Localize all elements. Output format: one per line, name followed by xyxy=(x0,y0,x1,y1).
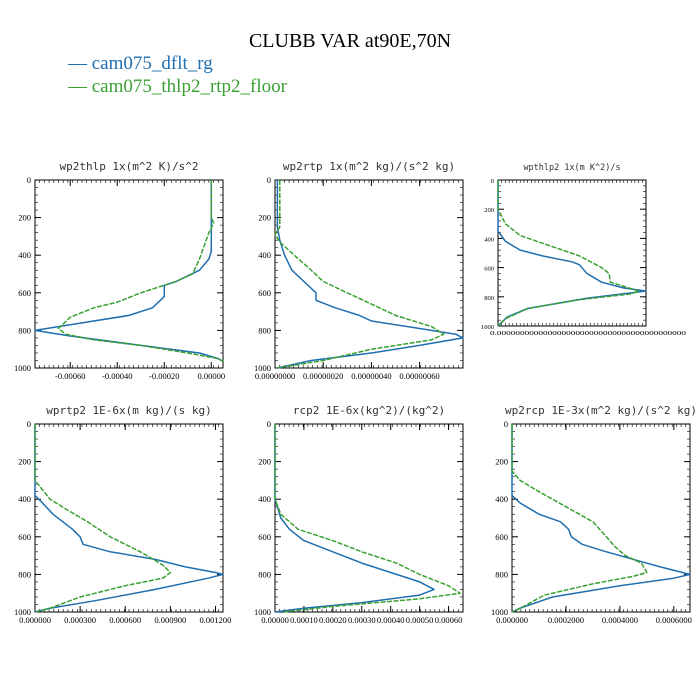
y-tick-label: 0 xyxy=(267,419,271,429)
y-tick-label: 0 xyxy=(504,419,508,429)
x-tick-label: 0.00020 xyxy=(319,615,347,625)
x-tick-label: 0.0004000 xyxy=(602,615,638,625)
y-tick-label: 200 xyxy=(495,457,508,467)
y-tick-label: 0 xyxy=(491,178,494,185)
y-tick-label: 200 xyxy=(484,207,494,214)
chart-panel-2: wp2rtp 1x(m^2 kg)/(s^2 kg) 0 200 400 600 800 1… xyxy=(254,160,464,381)
plot-frame xyxy=(511,423,691,613)
chart-panel-6: wp2rcp 1E-3x(m^2 kg)/(s^2 kg) 0 200 400 600 8… xyxy=(491,404,697,625)
y-tick-label: 600 xyxy=(18,532,31,542)
x-tick-label: 0.0002000 xyxy=(548,615,584,625)
y-tick-label: 800 xyxy=(18,325,31,335)
series-line-thlp2-floor xyxy=(497,180,640,327)
plot-frame xyxy=(34,179,224,369)
chart-title: wp2rcp 1E-3x(m^2 kg)/(s^2 kg) xyxy=(505,404,697,417)
x-tick-label: 0.00000060 xyxy=(399,371,439,381)
chart-panel-3: wpthlp2 1x(m K^2)/s 0 200 400 600 800 10000.00… xyxy=(481,163,686,337)
legend-label: cam075_dflt_rg xyxy=(91,53,213,74)
x-tick-label: 0.000300 xyxy=(64,615,96,625)
y-tick-label: 0 xyxy=(27,419,31,429)
x-tick-label: 0.001200 xyxy=(200,615,232,625)
x-tick-label: 0.0006000 xyxy=(656,615,692,625)
y-tick-label: 800 xyxy=(18,569,31,579)
x-tick-label: 0.000600 xyxy=(109,615,141,625)
chart-title: rcp2 1E-6x(kg^2)/(kg^2) xyxy=(293,404,445,417)
series-line-dflt-rg xyxy=(274,424,435,613)
x-tick-label: 0.000900 xyxy=(154,615,186,625)
x-axis-value-label: 0.00000000000000000000000000000000000000… xyxy=(490,331,686,337)
series-line-dflt-rg xyxy=(511,424,691,613)
y-tick-label: 0 xyxy=(267,175,271,185)
chart-title: wp2rtp 1x(m^2 kg)/(s^2 kg) xyxy=(283,160,455,173)
y-tick-label: 1000 xyxy=(481,324,494,331)
y-tick-label: 1000 xyxy=(14,363,31,373)
x-tick-label: 0.00000000 xyxy=(255,371,295,381)
y-tick-label: 0 xyxy=(27,175,31,185)
series-line-dflt-rg xyxy=(497,180,647,327)
x-tick-label: 0.00030 xyxy=(348,615,376,625)
y-tick-label: 400 xyxy=(495,494,508,504)
y-tick-label: 800 xyxy=(258,325,271,335)
series-line-dflt-rg xyxy=(34,424,224,613)
y-tick-label: 200 xyxy=(258,457,271,467)
legend: — cam075_dflt_rg — cam075_thlp2_rtp2_flo… xyxy=(68,52,287,98)
chart-title: wp2thlp 1x(m^2 K)/s^2 xyxy=(59,160,198,173)
y-tick-label: 1000 xyxy=(254,363,271,373)
plot-frame xyxy=(274,423,464,613)
x-tick-label: -0.00020 xyxy=(149,371,179,381)
plot-frame xyxy=(34,423,224,613)
x-tick-label: -0.00060 xyxy=(55,371,85,381)
series-line-thlp2-floor xyxy=(57,180,224,363)
y-tick-label: 800 xyxy=(495,569,508,579)
y-tick-label: 600 xyxy=(18,288,31,298)
y-tick-label: 800 xyxy=(484,295,494,302)
y-tick-label: 1000 xyxy=(491,607,508,617)
legend-item-thlp2-floor: — cam075_thlp2_rtp2_floor xyxy=(68,76,287,97)
plot-frame xyxy=(274,179,464,369)
chart-panel-1: wp2thlp 1x(m^2 K)/s^2 0 200 400 600 800 1000 -0… xyxy=(14,160,225,381)
x-tick-label: 0.00050 xyxy=(406,615,434,625)
y-tick-label: 400 xyxy=(484,236,494,243)
x-tick-label: 0.00040 xyxy=(377,615,405,625)
y-tick-label: 600 xyxy=(258,532,271,542)
series-line-thlp2-floor xyxy=(274,180,445,369)
y-tick-label: 600 xyxy=(258,288,271,298)
series-line-thlp2-floor xyxy=(274,424,461,613)
y-tick-label: 200 xyxy=(258,213,271,223)
x-tick-label: 0.00000 xyxy=(197,371,225,381)
x-tick-label: -0.00040 xyxy=(102,371,132,381)
y-tick-label: 1000 xyxy=(14,607,31,617)
x-tick-label: 0.00010 xyxy=(290,615,318,625)
y-tick-label: 400 xyxy=(258,494,271,504)
x-tick-label: 0.000000 xyxy=(496,615,528,625)
y-tick-label: 800 xyxy=(258,569,271,579)
x-tick-label: 0.00000040 xyxy=(351,371,391,381)
legend-label: cam075_thlp2_rtp2_floor xyxy=(91,76,287,97)
x-tick-label: 0.00000020 xyxy=(303,371,343,381)
y-tick-label: 200 xyxy=(18,457,31,467)
y-tick-label: 400 xyxy=(258,250,271,260)
x-tick-label: 0.00060 xyxy=(435,615,463,625)
x-tick-label: 0.00000 xyxy=(261,615,289,625)
y-tick-label: 600 xyxy=(484,266,494,273)
series-line-dflt-rg xyxy=(276,180,464,369)
series-line-thlp2-floor xyxy=(34,424,172,613)
chart-title: wprtp2 1E-6x(m kg)/(s kg) xyxy=(46,404,212,417)
y-tick-label: 200 xyxy=(18,213,31,223)
x-tick-label: 0.000000 xyxy=(19,615,51,625)
y-tick-label: 400 xyxy=(18,250,31,260)
series-line-thlp2-floor xyxy=(511,424,648,613)
chart-panel-4: wprtp2 1E-6x(m kg)/(s kg) 0 200 400 600 800 10… xyxy=(14,404,231,625)
chart-panel-5: rcp2 1E-6x(kg^2)/(kg^2) 0 200 400 600 800 1000… xyxy=(254,404,464,625)
chart-title: wpthlp2 1x(m K^2)/s xyxy=(523,163,620,173)
y-tick-label: 600 xyxy=(495,532,508,542)
legend-item-dflt-rg: — cam075_dflt_rg xyxy=(68,53,213,74)
y-tick-label: 400 xyxy=(18,494,31,504)
y-tick-label: 1000 xyxy=(254,607,271,617)
page-title: CLUBB VAR at90E,70N xyxy=(248,30,452,52)
